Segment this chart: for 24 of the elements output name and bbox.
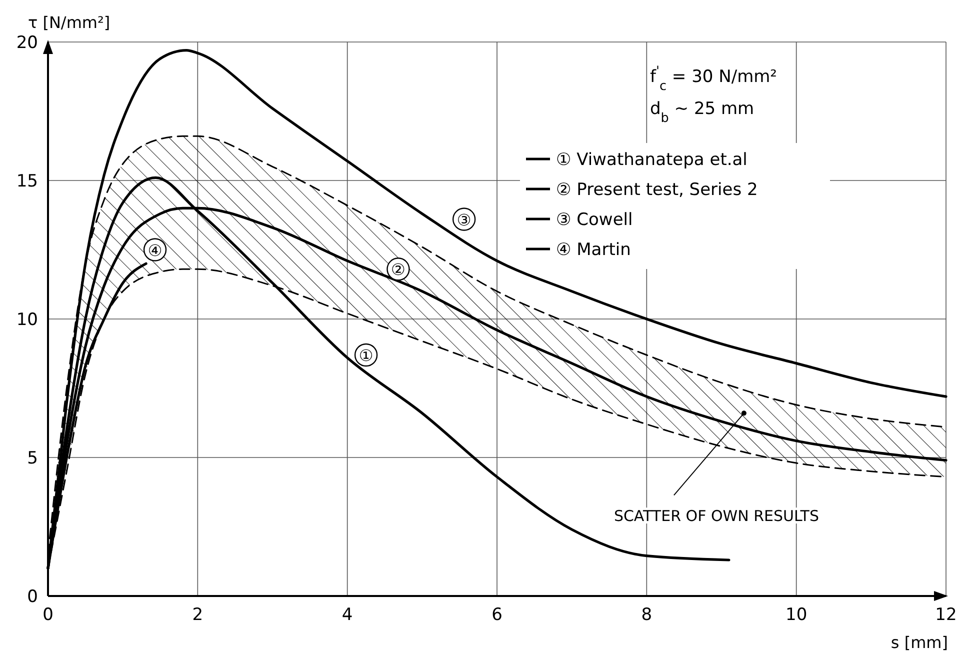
legend-label: ① Viwathanatepa et.al [556,150,748,170]
x-tick-label: 4 [342,605,353,625]
x-axis-title: s [mm] [890,633,948,652]
annotation: ① [358,346,374,366]
x-tick-label: 6 [492,605,502,625]
legend-label: ④ Martin [556,240,631,260]
x-tick-label: 8 [641,605,652,625]
annotation: ③ [456,210,472,230]
annotation: ④ [148,240,162,260]
x-tick-label: 2 [192,605,204,625]
y-tick-label: 0 [27,587,38,607]
legend-label: ③ Cowell [556,210,633,230]
x-tick-label: 0 [42,605,54,625]
legend-label: ② Present test, Series 2 [556,180,758,200]
y-tick-label: 10 [16,310,38,330]
y-tick-label: 5 [27,448,38,468]
y-axis-title: τ [N/mm²] [28,13,110,32]
y-tick-label: 15 [16,172,38,192]
annotation: d$_{b}$ ~ 25 mm [650,99,754,126]
y-tick-label: 20 [16,33,38,53]
annotation: f$^{'}$$_{c}$ = 30 N/mm² [650,64,777,94]
x-tick-label: 10 [786,605,808,625]
annotation: ② [391,260,406,280]
x-tick-label: 12 [935,605,957,625]
